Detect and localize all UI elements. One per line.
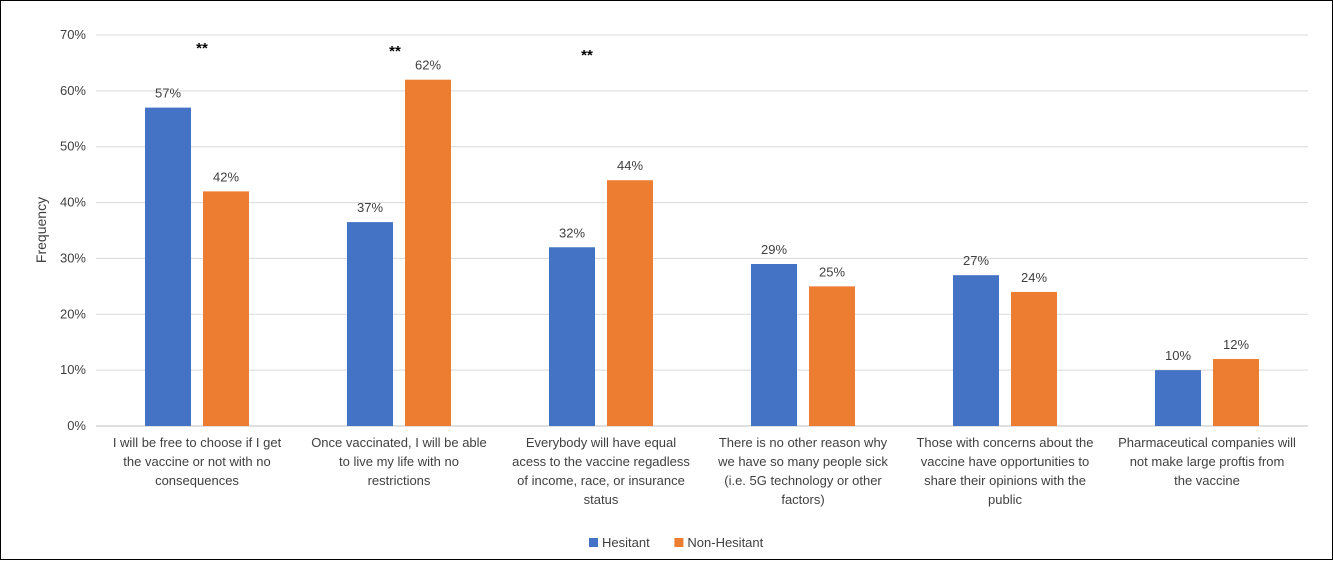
- y-axis-title: Frequency: [33, 197, 49, 263]
- y-tick-label: 60%: [60, 83, 86, 98]
- x-category-label: Everybody will have equal acess to the va…: [512, 435, 690, 507]
- significance-marker: **: [196, 40, 208, 57]
- y-tick-label: 30%: [60, 250, 86, 265]
- bar-non-hesitant: [405, 79, 451, 426]
- legend-label: Non-Hesitant: [687, 535, 763, 550]
- significance-marker: **: [581, 47, 593, 64]
- y-tick-label: 10%: [60, 362, 86, 377]
- data-label: 42%: [213, 169, 239, 184]
- bar-hesitant: [549, 247, 595, 426]
- x-category-label: Once vaccinated, I will be able to live m…: [311, 435, 487, 488]
- bar-hesitant: [145, 107, 191, 426]
- bar-hesitant: [1155, 370, 1201, 426]
- legend-label: Hesitant: [602, 535, 650, 550]
- gridlines: [96, 34, 1308, 427]
- x-category-label: There is no other reason why we have so m…: [717, 435, 888, 507]
- data-label: 12%: [1223, 337, 1249, 352]
- data-label: 24%: [1021, 270, 1047, 285]
- y-tick-label: 0%: [67, 418, 86, 433]
- x-axis-labels: I will be free to choose if I get the vac…: [113, 435, 1296, 507]
- significance-marker: **: [389, 43, 401, 60]
- data-label: 32%: [559, 225, 585, 240]
- y-axis-ticks: 0% 10% 20% 30% 40% 50% 60% 70%: [60, 27, 86, 433]
- data-label: 29%: [761, 242, 787, 257]
- data-label: 37%: [357, 200, 383, 215]
- bar-hesitant: [347, 222, 393, 426]
- legend: Hesitant Non-Hesitant: [589, 535, 764, 550]
- y-tick-label: 40%: [60, 195, 86, 210]
- bar-hesitant: [953, 275, 999, 426]
- y-tick-label: 50%: [60, 139, 86, 154]
- legend-swatch: [589, 538, 598, 547]
- x-category-label: Pharmaceutical companies will not make la…: [1118, 435, 1296, 488]
- data-label: 27%: [963, 253, 989, 268]
- data-label: 57%: [155, 86, 181, 101]
- data-label: 10%: [1165, 348, 1191, 363]
- bar-hesitant: [751, 264, 797, 426]
- data-label: 25%: [819, 264, 845, 279]
- data-label: 62%: [415, 58, 441, 73]
- data-label: 44%: [617, 158, 643, 173]
- bar-non-hesitant: [809, 286, 855, 426]
- bars: 57% 42% ** 37% 62% ** 32% 44% ** 29% 25% 27% 24% 10% 1…: [145, 40, 1259, 426]
- x-category-label: Those with concerns about the vaccine hav…: [916, 435, 1093, 507]
- x-category-label: I will be free to choose if I get the vac…: [113, 435, 282, 488]
- y-tick-label: 70%: [60, 27, 86, 42]
- bar-non-hesitant: [1011, 291, 1057, 426]
- bar-non-hesitant: [607, 180, 653, 426]
- bar-non-hesitant: [1213, 358, 1259, 426]
- y-tick-label: 20%: [60, 306, 86, 321]
- bar-non-hesitant: [203, 191, 249, 426]
- legend-swatch: [674, 538, 684, 547]
